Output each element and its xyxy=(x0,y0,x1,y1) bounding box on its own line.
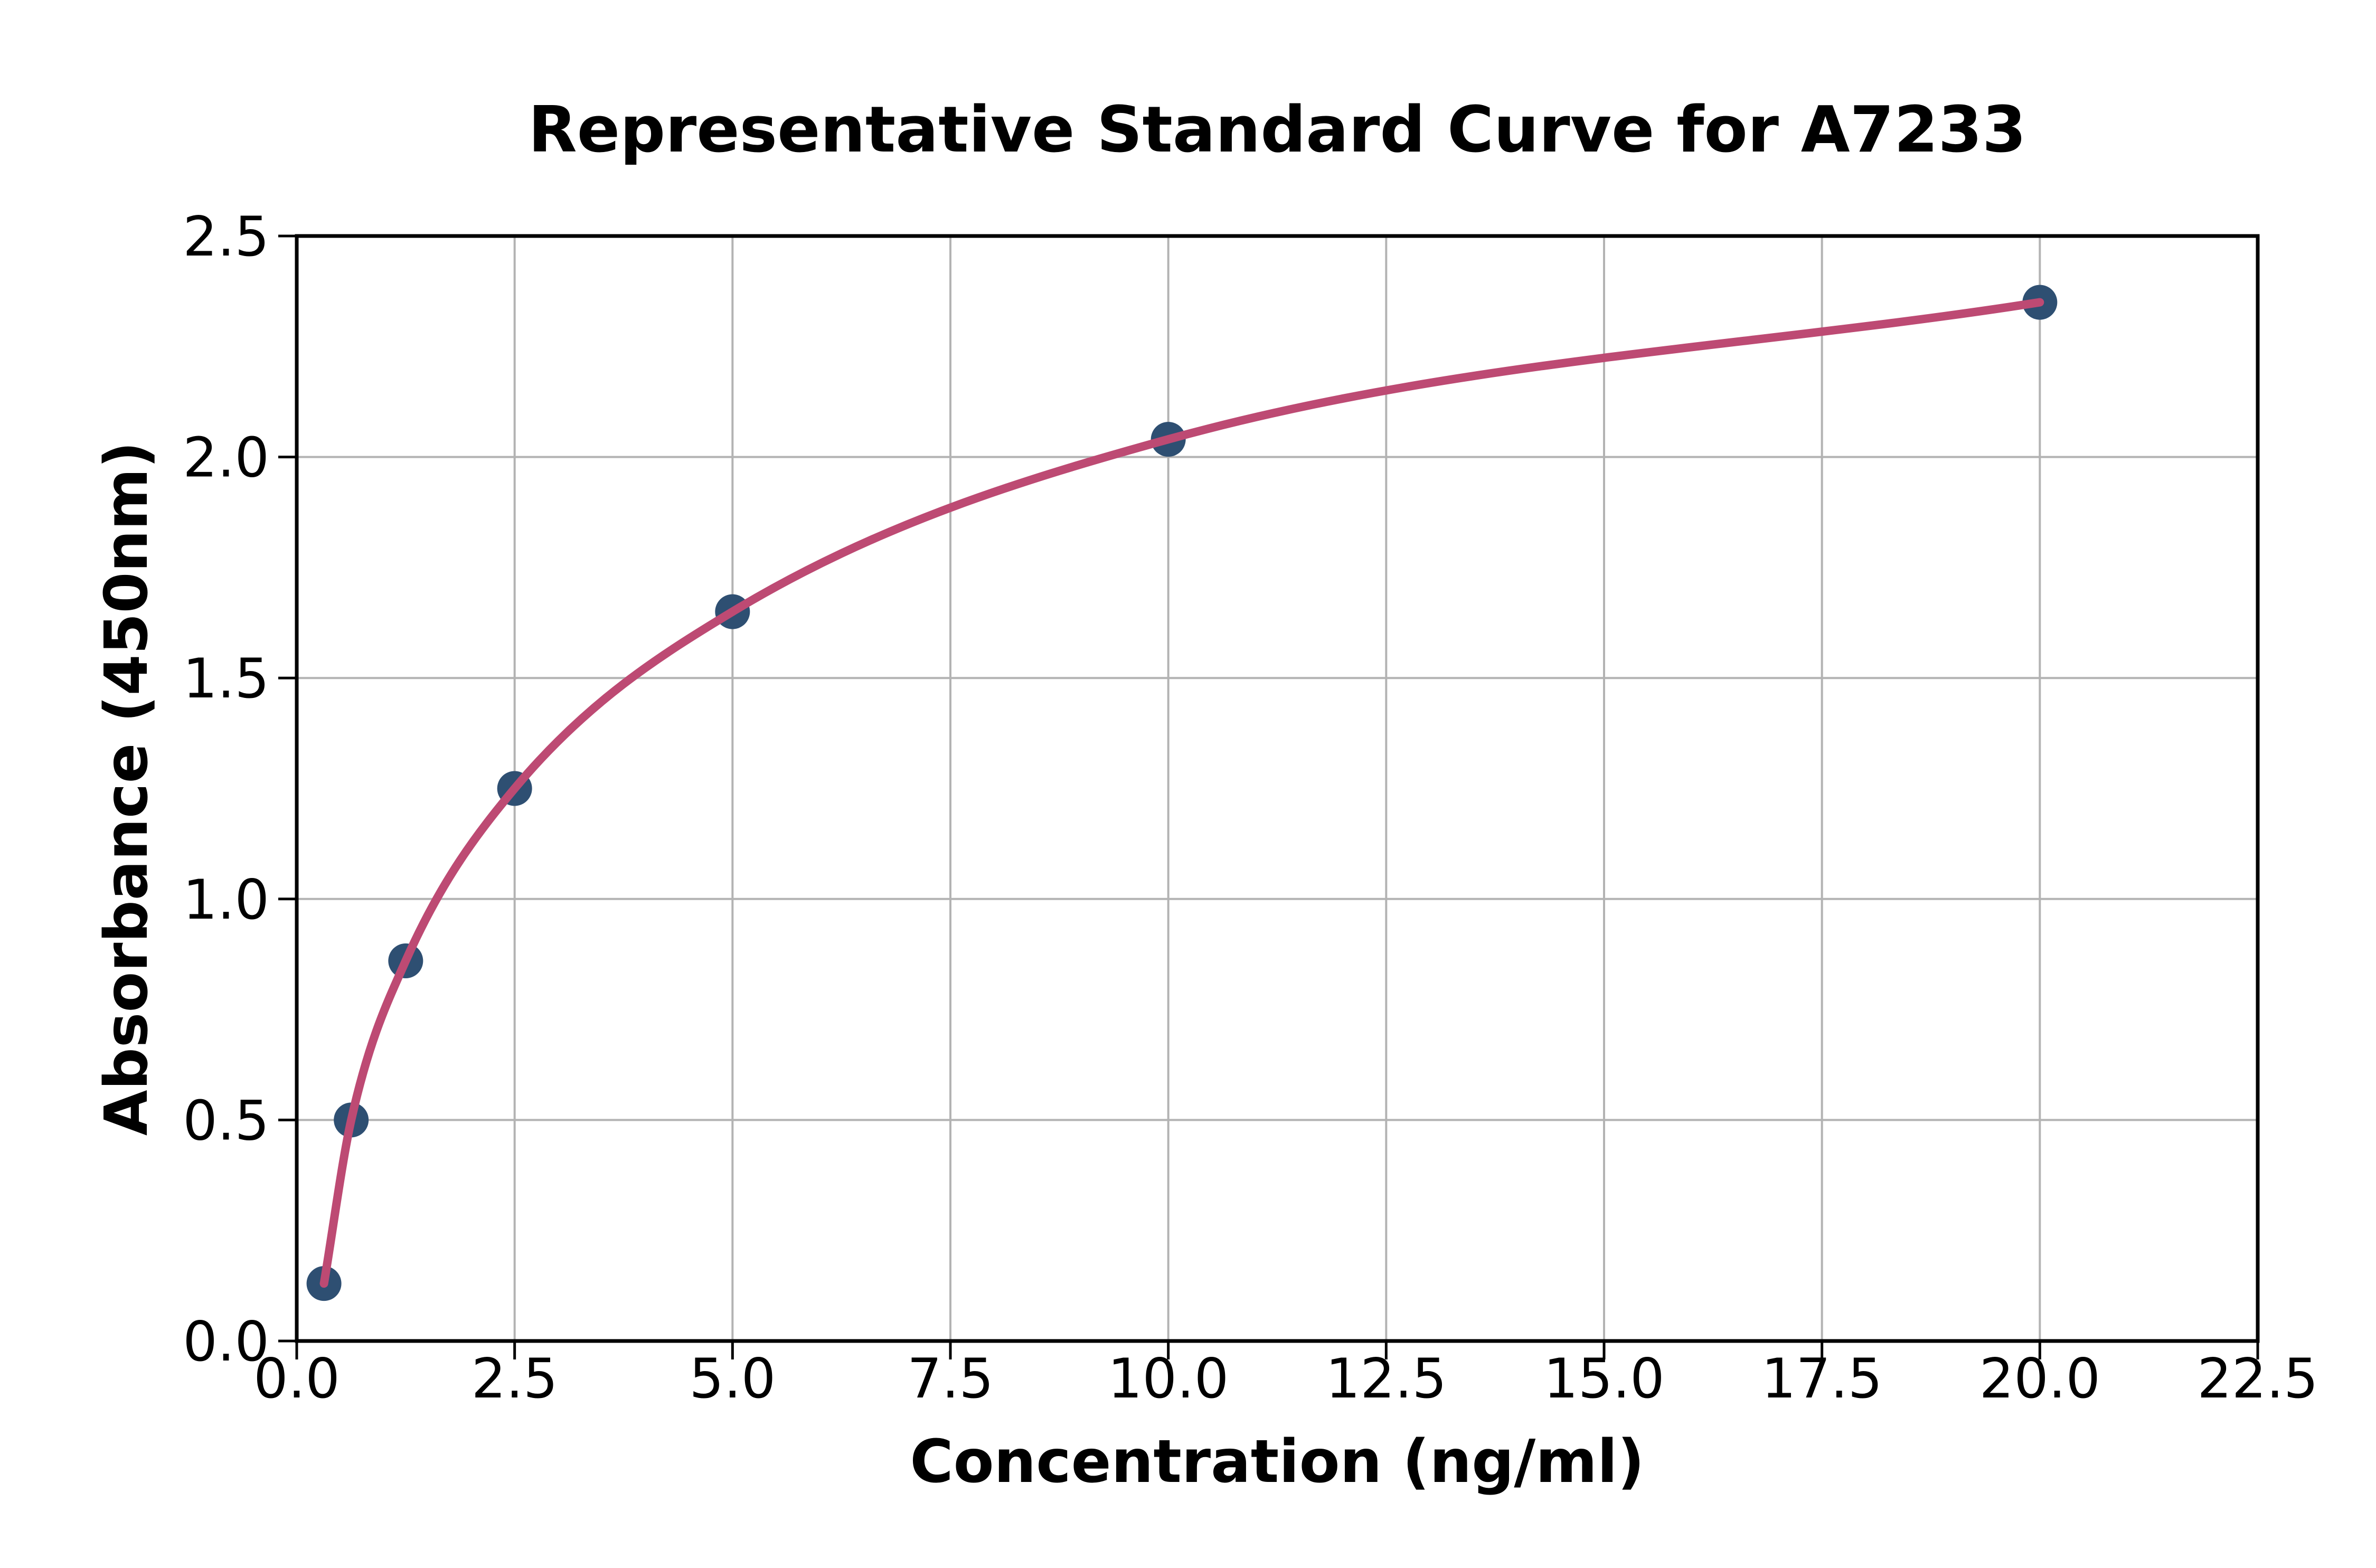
y-tick-label: 1.5 xyxy=(183,647,269,711)
axis-ticks xyxy=(278,234,2259,1359)
x-tick-label: 0.0 xyxy=(253,1347,340,1411)
fitted-curve-path xyxy=(319,298,2044,1288)
x-tick-label: 17.5 xyxy=(1761,1347,1882,1411)
y-tick-label: 0.5 xyxy=(183,1089,269,1153)
x-tick-label: 22.5 xyxy=(2197,1347,2318,1411)
x-tick-label: 5.0 xyxy=(689,1347,776,1411)
y-tick-label: 1.0 xyxy=(183,868,269,932)
y-tick-labels: 0.0 0.5 1.0 1.5 2.0 2.5 xyxy=(183,205,269,1374)
x-tick-label: 15.0 xyxy=(1543,1347,1664,1411)
x-tick-label: 10.0 xyxy=(1108,1347,1229,1411)
x-tick-labels: 0.0 2.5 5.0 7.5 10.0 12.5 15.0 17.5 20.0 22.5 xyxy=(253,1347,2318,1411)
x-tick-label: 7.5 xyxy=(907,1347,994,1411)
chart-title: Representative Standard Curve for A7233 xyxy=(528,93,2026,167)
y-axis-label: Absorbance (450nm) xyxy=(92,441,161,1136)
fitted-curve xyxy=(319,298,2044,1288)
x-tick-label: 2.5 xyxy=(472,1347,558,1411)
grid-lines xyxy=(297,236,2258,1341)
plot-border xyxy=(295,234,2260,1343)
x-tick-label: 20.0 xyxy=(1979,1347,2100,1411)
y-tick-label: 2.5 xyxy=(183,205,269,269)
x-axis-label: Concentration (ng/ml) xyxy=(910,1428,1644,1496)
x-tick-label: 12.5 xyxy=(1326,1347,1447,1411)
y-tick-label: 0.0 xyxy=(183,1310,269,1374)
y-tick-label: 2.0 xyxy=(183,427,269,490)
